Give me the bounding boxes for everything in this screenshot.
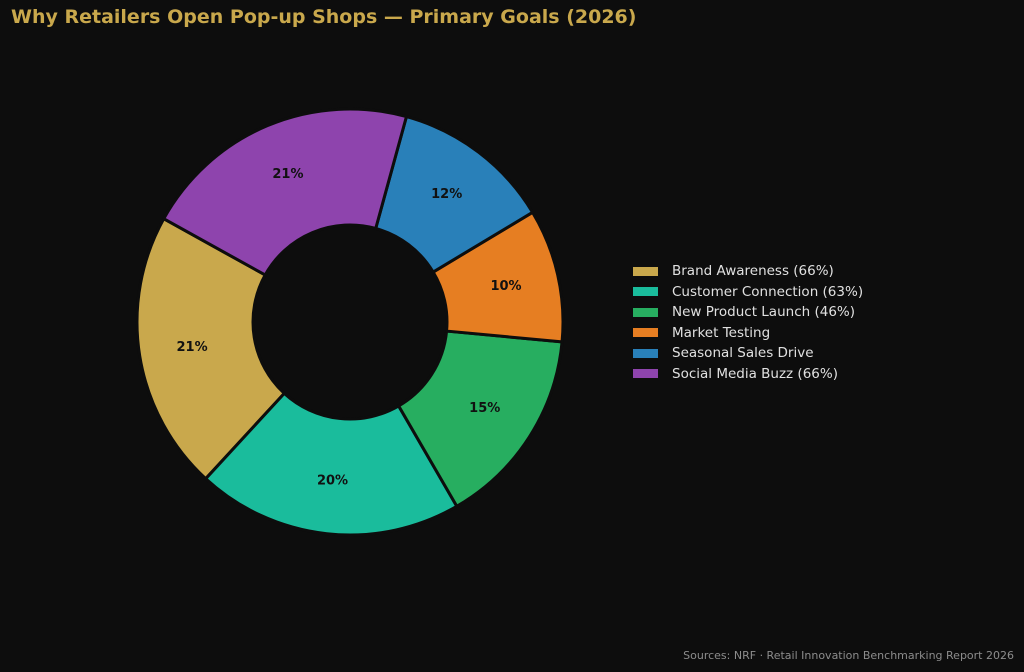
legend-item-1: Customer Connection (63%)	[633, 282, 863, 303]
source-note: Sources: NRF · Retail Innovation Benchma…	[683, 649, 1014, 662]
donut-slices	[135, 107, 565, 537]
slice-value-label-1: 20%	[317, 474, 348, 489]
legend-label: Market Testing	[672, 324, 771, 341]
legend-item-3: Market Testing	[633, 323, 863, 344]
donut-slice-2	[397, 329, 564, 508]
donut-slice-labels: 21% 20% 15% 10% 12% 21%	[176, 167, 521, 489]
chart-title: Why Retailers Open Pop-up Shops — Primar…	[11, 6, 637, 28]
legend-item-4: Seasonal Sales Drive	[633, 343, 863, 364]
slice-value-label-0: 21%	[176, 340, 207, 355]
legend-swatch	[633, 348, 658, 358]
legend-label: Social Media Buzz (66%)	[672, 365, 838, 382]
legend-swatch	[633, 266, 658, 276]
legend-swatch	[633, 307, 658, 317]
legend-label: Brand Awareness (66%)	[672, 263, 834, 280]
slice-value-label-2: 15%	[469, 401, 500, 416]
legend-swatch	[633, 369, 658, 379]
legend-item-2: New Product Launch (46%)	[633, 302, 863, 323]
donut-slice-1	[204, 391, 459, 537]
legend-swatch	[633, 287, 658, 297]
chart-legend: Brand Awareness (66%) Customer Connection…	[633, 261, 863, 384]
legend-item-5: Social Media Buzz (66%)	[633, 364, 863, 385]
legend-swatch	[633, 328, 658, 338]
slice-value-label-5: 21%	[272, 167, 303, 182]
donut-slice-5	[162, 107, 408, 277]
legend-label: Seasonal Sales Drive	[672, 345, 814, 362]
slice-value-label-4: 12%	[431, 187, 462, 202]
legend-label: Customer Connection (63%)	[672, 283, 864, 300]
donut-slice-0	[135, 217, 286, 481]
legend-item-0: Brand Awareness (66%)	[633, 261, 863, 282]
slice-value-label-3: 10%	[490, 279, 521, 294]
legend-label: New Product Launch (46%)	[672, 304, 856, 321]
